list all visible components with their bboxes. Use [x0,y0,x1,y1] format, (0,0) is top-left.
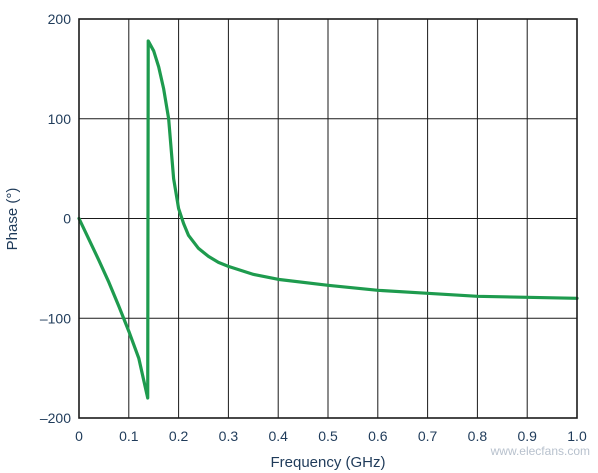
x-tick-labels: 0 0.1 0.2 0.3 0.4 0.5 0.6 0.7 0.8 0.9 1.0 [75,428,587,444]
x-tick-label: 1.0 [567,428,587,444]
x-tick-label: 0.6 [368,428,388,444]
watermark-text: www.elecfans.com [490,444,590,458]
series-layer [77,39,579,400]
y-tick-label: 200 [48,11,72,27]
grid [78,18,578,419]
x-tick-label: 0.5 [318,428,338,444]
x-axis-title: Frequency (GHz) [270,454,385,471]
plot-frame [78,18,578,419]
x-tick-label: 0.8 [468,428,488,444]
x-tick-label: 0.1 [119,428,139,444]
x-tick-label: 0.7 [418,428,438,444]
y-tick-labels: 200 100 0 –100 –200 [40,11,71,426]
y-tick-label: –200 [40,410,71,426]
phase-series-line [77,39,579,400]
x-tick-label: 0.4 [268,428,288,444]
y-tick-label: 0 [63,211,71,227]
y-tick-label: –100 [40,310,71,326]
y-axis-title: Phase (°) [4,188,21,251]
x-tick-label: 0.9 [517,428,537,444]
x-tick-label: 0 [75,428,83,444]
y-tick-label: 100 [48,111,72,127]
x-tick-label: 0.2 [169,428,189,444]
x-tick-label: 0.3 [219,428,239,444]
